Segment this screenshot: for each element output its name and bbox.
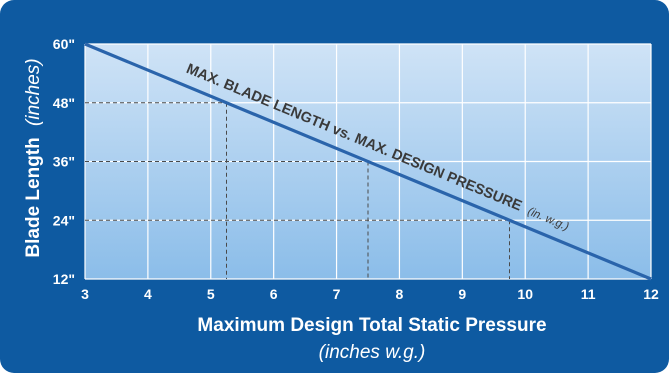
y-tick-label: 60" xyxy=(53,36,75,52)
y-axis-label-units: (inches) xyxy=(23,58,44,126)
x-tick-label: 5 xyxy=(207,286,215,302)
y-axis-label-main: Blade Length xyxy=(23,137,44,257)
x-tick-label: 7 xyxy=(333,286,341,302)
y-tick-label: 48" xyxy=(53,95,75,111)
y-tick-label: 36" xyxy=(53,154,75,170)
y-axis-label: Blade Length (inches) xyxy=(23,58,44,257)
x-tick-label: 8 xyxy=(396,286,404,302)
series-line xyxy=(84,42,652,281)
x-tick-label: 10 xyxy=(517,286,533,302)
x-tick-label: 11 xyxy=(581,286,596,302)
x-tick-label: 4 xyxy=(144,286,152,302)
x-axis-label: Maximum Design Total Static Pressure xyxy=(197,315,546,336)
x-axis-label-units: (inches w.g.) xyxy=(319,342,426,363)
x-tick-label: 9 xyxy=(458,286,466,302)
y-tick-label: 24" xyxy=(53,212,75,228)
x-tick-label: 6 xyxy=(270,286,278,302)
x-tick-label: 3 xyxy=(81,286,89,302)
x-tick-label: 12 xyxy=(643,286,659,302)
y-tick-label: 12" xyxy=(53,271,75,287)
